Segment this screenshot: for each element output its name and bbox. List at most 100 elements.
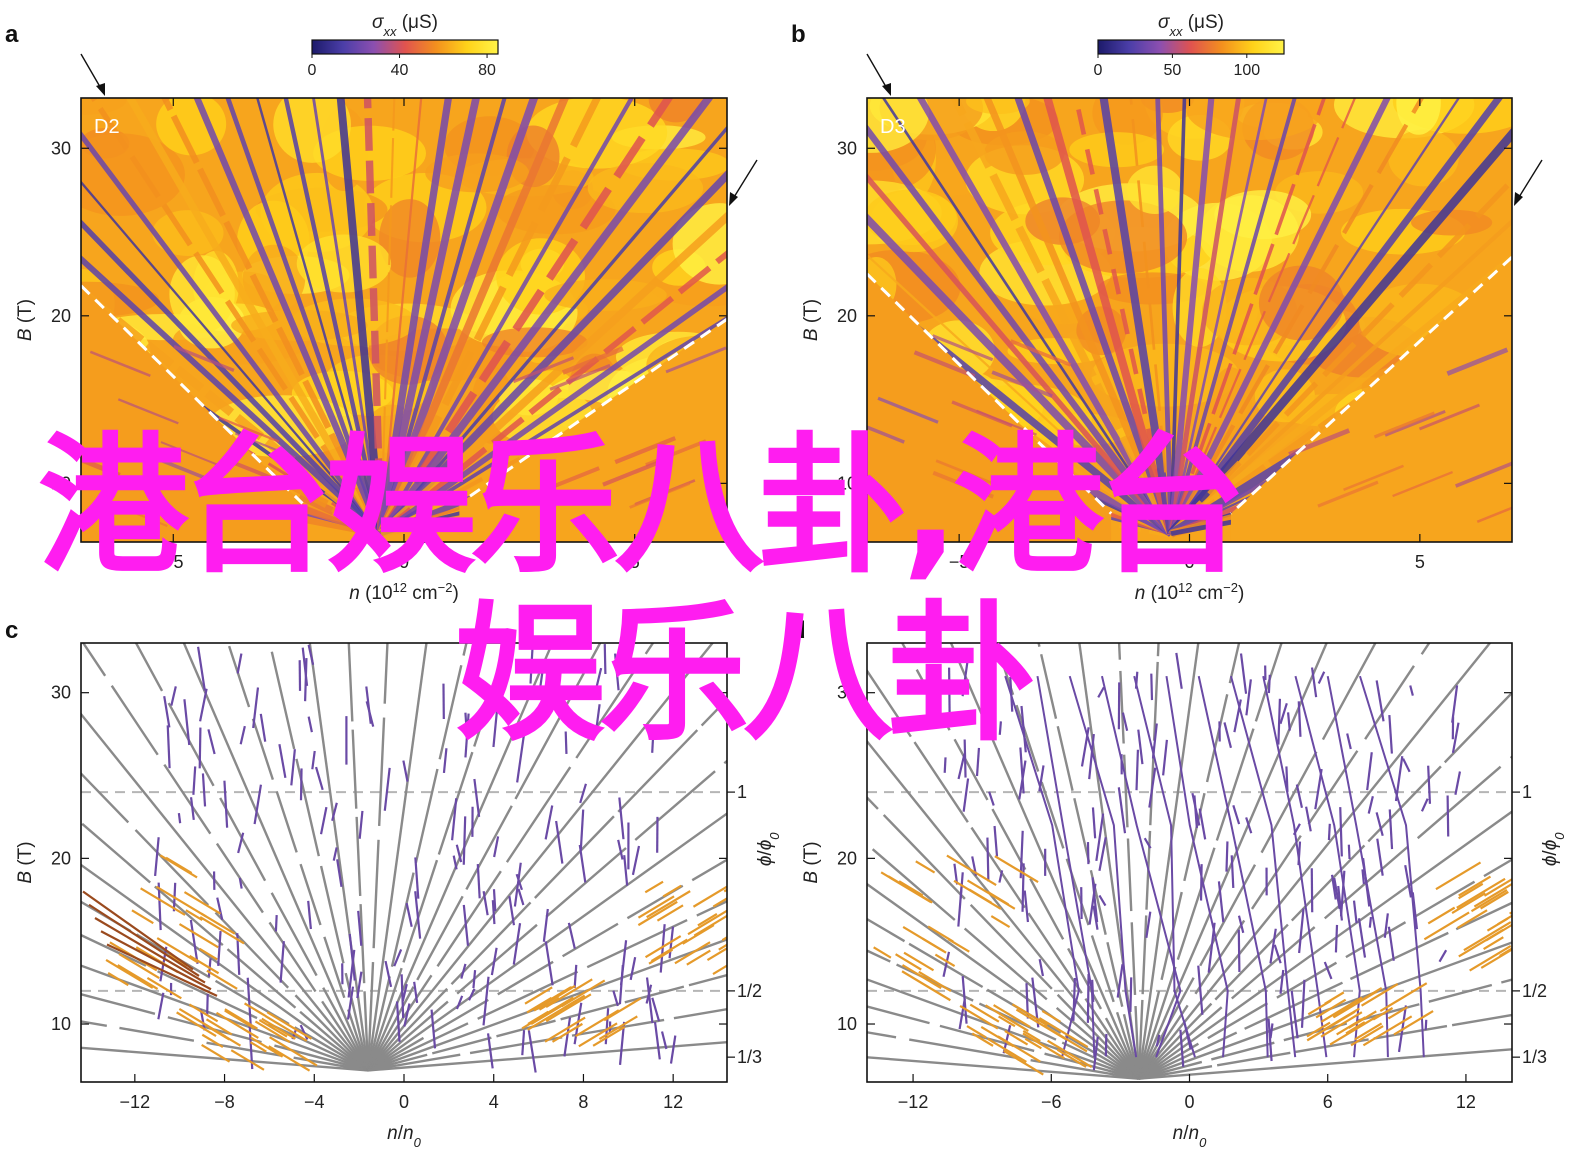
colorbar-b: 0 50 100 σxx (μS) bbox=[1094, 12, 1285, 79]
purple-segment bbox=[468, 988, 476, 1001]
purple-segment bbox=[198, 727, 202, 769]
purple-trace bbox=[1359, 675, 1425, 1058]
wedge-streak bbox=[932, 334, 994, 362]
colorbar-tick-label: 100 bbox=[1233, 62, 1260, 79]
wedge-streak bbox=[1384, 409, 1446, 437]
purple-segment bbox=[236, 653, 243, 674]
purple-segment bbox=[629, 956, 637, 981]
orange-segment bbox=[265, 1015, 308, 1042]
panel-a-axes: a −5 0 5 10 20 30 B (T) n (1012 cm−2) bbox=[5, 21, 728, 604]
purple-segment bbox=[299, 768, 303, 801]
orange-segment bbox=[140, 887, 186, 916]
orange-segment bbox=[987, 1037, 1027, 1063]
orange-segment bbox=[598, 1015, 638, 1041]
purple-segment bbox=[166, 725, 171, 769]
fan-streak bbox=[336, 98, 385, 534]
landau-fan-line bbox=[1117, 643, 1141, 1079]
landau-fan-line bbox=[81, 821, 369, 1072]
orange-segment bbox=[1509, 910, 1512, 915]
purple-segment bbox=[246, 977, 252, 1025]
purple-segment bbox=[653, 1021, 661, 1060]
purple-segment bbox=[631, 845, 641, 876]
orange-segment bbox=[1004, 1030, 1029, 1046]
heatmap-blob bbox=[273, 98, 351, 163]
fan-streak bbox=[377, 98, 481, 535]
orange-segment bbox=[980, 1026, 1015, 1048]
purple-segment bbox=[1137, 729, 1144, 765]
orange-segment bbox=[697, 913, 718, 927]
purple-segment bbox=[1245, 817, 1253, 834]
orange-segment bbox=[574, 1009, 620, 1038]
purple-segment bbox=[1330, 874, 1337, 900]
landau-fan-line bbox=[366, 643, 510, 1071]
orange-segment bbox=[202, 1022, 242, 1047]
orange-segment bbox=[1038, 1017, 1089, 1049]
sample-label: D3 bbox=[880, 116, 906, 138]
fan-streak bbox=[1014, 98, 1175, 535]
lower-left-region bbox=[81, 285, 303, 542]
y-tick-label: 20 bbox=[837, 306, 857, 326]
heatmap-panel-b bbox=[867, 98, 1512, 542]
orange-segment bbox=[178, 923, 219, 949]
y-tick-label: 30 bbox=[51, 138, 71, 158]
purple-segment bbox=[183, 699, 191, 746]
x-tick-label: 0 bbox=[1184, 552, 1194, 572]
heatmap-blob bbox=[1258, 265, 1345, 341]
purple-segment bbox=[1121, 712, 1129, 732]
purple-segment bbox=[1150, 673, 1154, 701]
fan-streak bbox=[81, 130, 384, 536]
fan-streak bbox=[81, 219, 383, 536]
purple-segment bbox=[1310, 667, 1318, 698]
purple-segment bbox=[492, 889, 497, 912]
purple-segment bbox=[462, 816, 467, 865]
purple-segment bbox=[1023, 890, 1030, 923]
fan-streak bbox=[867, 253, 1172, 535]
orange-segment bbox=[998, 1015, 1016, 1028]
fan-streak bbox=[1169, 98, 1187, 534]
wedge-streak bbox=[81, 457, 121, 478]
purple-segment bbox=[1279, 702, 1288, 725]
x-tick-label: −8 bbox=[214, 1092, 235, 1112]
purple-segment bbox=[1347, 844, 1351, 860]
orange-segment bbox=[650, 938, 688, 962]
purple-segment bbox=[451, 798, 458, 841]
purple-segment bbox=[365, 701, 375, 727]
orange-segment bbox=[1486, 917, 1509, 932]
orange-segment bbox=[1022, 1029, 1041, 1043]
lower-right-region bbox=[459, 319, 727, 542]
wedge-streak bbox=[1476, 506, 1512, 523]
purple-segment bbox=[1091, 807, 1097, 839]
wedge-streak bbox=[1343, 464, 1405, 492]
purple-segment bbox=[1175, 652, 1183, 689]
purple-segment bbox=[1339, 807, 1343, 857]
orange-segment bbox=[873, 946, 892, 959]
orange-segment bbox=[165, 856, 193, 875]
wedge-streak bbox=[1317, 480, 1379, 508]
landau-fan-line bbox=[81, 771, 369, 1072]
landau-fan-line bbox=[900, 643, 1140, 1080]
orange-segment bbox=[1324, 991, 1345, 1005]
landau-fan-line bbox=[1137, 643, 1328, 1080]
orange-segment bbox=[1463, 921, 1512, 952]
landau-fan-line bbox=[366, 643, 428, 1071]
purple-segment bbox=[527, 1030, 537, 1073]
purple-segment bbox=[486, 1033, 494, 1069]
purple-segment bbox=[491, 900, 496, 925]
purple-segment bbox=[521, 1030, 526, 1056]
orange-segment bbox=[538, 996, 560, 1011]
orange-segment bbox=[551, 1022, 583, 1043]
x-tick-label: 6 bbox=[1323, 1092, 1333, 1112]
purple-segment bbox=[517, 888, 525, 906]
purple-segment bbox=[1273, 944, 1282, 964]
wedge-streak bbox=[1392, 470, 1454, 498]
purple-segment bbox=[384, 960, 393, 988]
landau-fan-line bbox=[367, 812, 727, 1072]
purple-segment bbox=[993, 825, 999, 857]
purple-segment bbox=[942, 951, 951, 977]
purple-segment bbox=[189, 919, 199, 964]
purple-segment bbox=[1446, 795, 1450, 837]
landau-fan-line bbox=[867, 978, 1140, 1080]
wedge-streak bbox=[561, 346, 624, 375]
purple-segment bbox=[279, 941, 285, 983]
landau-fan-line bbox=[367, 643, 554, 1071]
